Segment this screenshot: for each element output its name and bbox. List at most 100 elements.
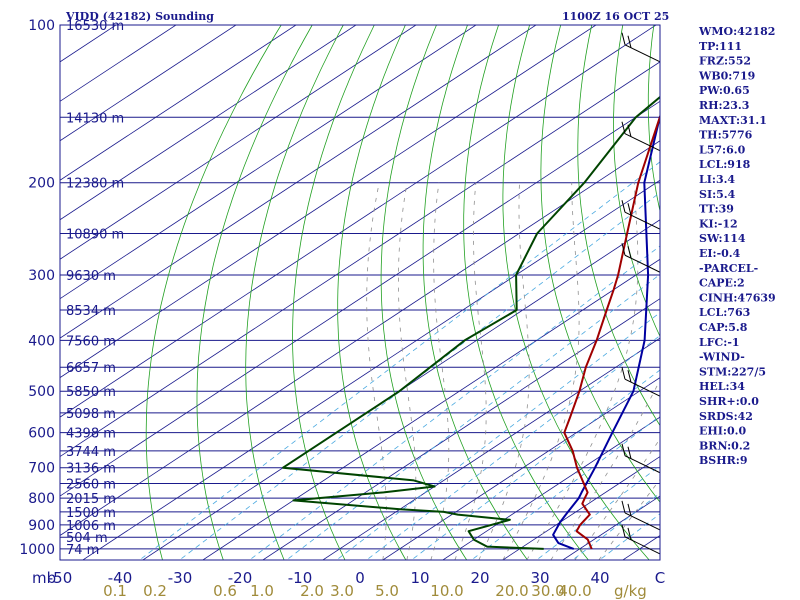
moist-adiabat-line [366,182,387,560]
moist-adiabat-line [502,182,580,560]
mixing-ratio-tick: 3.0 [330,582,354,600]
wind-barb [621,32,661,63]
sounding-index-item: SRDS:42 [699,410,753,423]
temperature-tick: -30 [168,569,193,587]
height-label: 12380 m [66,177,124,192]
height-label: 3744 m [66,445,116,460]
mixing-ratio-line [248,245,660,560]
sounding-index-item: TT:39 [699,203,734,216]
chart-title-left: VIDD (42182) Sounding [65,10,214,23]
wind-barb [621,121,661,152]
temperature-trace [563,115,660,550]
mixing-ratio-tick: 20.0 [495,582,528,600]
sounding-index-item: -PARCEL- [699,262,758,275]
mixing-ratio-tick: 30.0 [531,582,564,600]
mixing-ratio-tick: 2.0 [300,582,324,600]
chart-title-right: 1100Z 16 OCT 25 [562,10,669,23]
wind-barb-flag [621,32,626,45]
dewpoint-trace [282,95,660,550]
wind-barb-flag [627,35,632,48]
isotherm-line [60,25,417,260]
wind-barb-flag [627,527,632,541]
sounding-index-item: SHR+:0.0 [699,395,759,408]
height-label: 1006 m [66,519,116,534]
mixing-ratio-tick: 5.0 [375,582,399,600]
temperature-tick: C [655,569,665,587]
sounding-index-item: PW:0.65 [699,84,750,97]
sounding-index-item: WB0:719 [698,69,755,82]
height-label: 1500 m [66,506,116,521]
sounding-index-item: HEL:34 [699,380,745,393]
sounding-index-item: CINH:47639 [699,291,776,304]
pressure-label: 800 [28,491,55,507]
height-label: 14130 m [66,111,124,126]
sounding-index-item: WMO:42182 [698,25,775,38]
isotherm-line [60,25,597,379]
parcel-trace [552,113,660,550]
height-label: 5850 m [66,385,116,400]
sounding-index-item: RH:23.3 [699,99,749,112]
height-label: 4398 m [66,427,116,442]
temperature-tick: 20 [470,569,489,587]
height-label: 504 m [66,531,108,546]
temperature-tick: 0 [355,569,365,587]
mixing-ratio-line [138,161,660,560]
temperature-tick: -20 [228,569,253,587]
moist-adiabat-line [574,438,660,560]
plot-frame [59,24,661,561]
isotherm-line [60,25,177,102]
sounding-index-item: LCL:918 [699,158,751,171]
isotherm-line [60,25,357,221]
height-label: 9630 m [66,269,116,284]
dry-adiabat-line [145,25,282,560]
mixing-ratio-tick: 10.0 [430,582,463,600]
dry-adiabat-line [422,25,528,560]
dry-adiabat-line [502,25,650,560]
height-label: 2015 m [66,492,116,507]
sounding-index-item: CAPE:2 [699,277,745,290]
height-label: 8534 m [66,304,116,319]
wind-barb [621,200,661,230]
sounding-index-item: BRN:0.2 [699,439,750,452]
pressure-label: 300 [28,268,55,284]
moist-adiabat-line [598,478,660,560]
mixing-ratio-line [285,273,660,560]
isotherm-line [60,25,297,181]
temperature-tick: -10 [288,569,313,587]
sounding-index-item: LCL:763 [699,306,750,319]
wind-barb-flag [627,503,632,517]
height-label: 74 m [66,543,99,558]
dry-adiabat-line [380,25,468,560]
dry-adiabat-line [540,25,660,503]
pressure-label: 500 [28,384,55,400]
mixing-ratio-tick: 1.0 [250,582,274,600]
isotherm-line [60,25,537,339]
isotherm-line [60,25,657,418]
sounding-index-item: EHI:0.0 [699,425,746,438]
sounding-index-item: LI:3.4 [699,173,735,186]
wind-barb [621,367,661,397]
sounding-index-item: -WIND- [699,351,745,364]
dry-adiabat-line [577,25,660,427]
sounding-index-item: BSHR:9 [699,454,748,467]
temperature-tick: -40 [108,569,133,587]
isotherm-line [60,25,237,142]
sounding-index-item: SW:114 [699,232,746,245]
dry-adiabat-line [647,25,660,213]
height-label: 7560 m [66,334,116,349]
wind-barb-flag [627,203,632,216]
mixing-ratio-line [178,191,660,560]
mixing-ratio-tick: 0.1 [103,582,127,600]
sounding-index-item: MAXT:31.1 [699,114,767,127]
pressure-label: 600 [28,426,55,442]
isotherm-line [60,25,477,300]
temperature-tick: -50 [48,569,73,587]
wind-barb [621,524,661,555]
sounding-index-item: STM:227/5 [699,365,766,378]
height-label: 10890 m [66,227,124,242]
sounding-index-item: LFC:-1 [699,336,740,349]
wind-barb-flag [627,246,632,259]
